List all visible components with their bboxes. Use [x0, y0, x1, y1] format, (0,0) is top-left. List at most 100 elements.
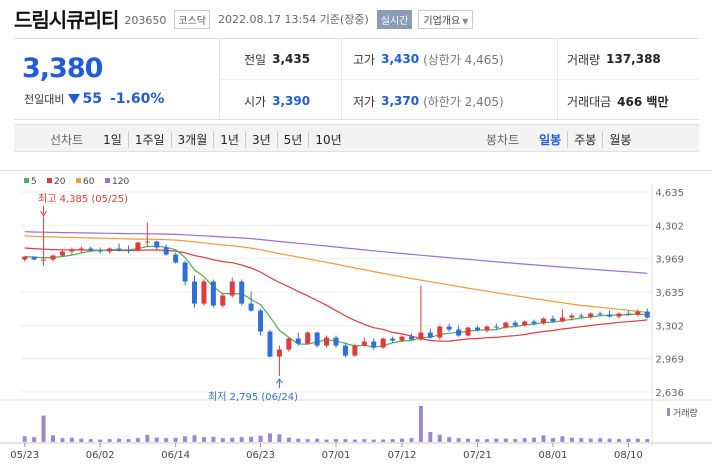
volume-bar: [315, 438, 320, 442]
realtime-button[interactable]: 실시간: [376, 9, 413, 29]
volume-bar: [503, 438, 508, 442]
candle-body: [503, 322, 509, 328]
x-tick-label: 07/12: [388, 450, 417, 461]
candle-body: [484, 326, 490, 331]
company-info-label: 기업개요: [423, 15, 461, 27]
volume-bar: [88, 439, 93, 442]
volume-bar: [532, 437, 537, 442]
candle-body: [135, 242, 141, 251]
price-chart[interactable]: 4,635 4,302 3,969 3,635 3,302 2,969 2,636 5 20 60…: [0, 170, 712, 470]
candle-body: [116, 248, 122, 250]
divider: [557, 39, 558, 119]
candle-body: [578, 315, 584, 317]
candle-body: [69, 249, 75, 252]
volume-bar: [249, 436, 254, 442]
candle-body: [512, 322, 518, 326]
ma120-line: [24, 231, 648, 274]
candle-body: [625, 313, 631, 315]
y-tick-label: 3,302: [655, 321, 684, 332]
volume-bar: [220, 438, 225, 442]
candle-body: [59, 251, 65, 256]
candle-body: [324, 337, 330, 346]
candle-body: [427, 332, 433, 338]
volume-bar: [635, 438, 640, 442]
candle-body: [541, 318, 547, 324]
x-tick-label: 05/23: [10, 450, 39, 461]
legend-swatch-ma5: [24, 178, 29, 183]
y-tick-label: 2,969: [655, 355, 684, 366]
period-10y[interactable]: 10년: [308, 131, 347, 148]
volume-bar: [466, 438, 471, 442]
candle-body: [342, 345, 348, 356]
line-chart-periods: 선차트 1일 1주일 3개월 1년 3년 5년 10년: [50, 131, 348, 148]
candle-daily[interactable]: 일봉: [539, 133, 562, 147]
candle-body: [465, 327, 471, 336]
candle-body: [144, 241, 150, 243]
volume-bar: [164, 438, 169, 442]
legend-swatch-ma20: [47, 178, 52, 183]
high-annotation: 최고 4,385 (05/25): [38, 193, 128, 205]
candle-chart-title: 봉차트: [486, 133, 520, 147]
candle-body: [474, 327, 480, 331]
volume-bar: [409, 438, 414, 442]
volume-bar: [607, 438, 612, 442]
candle-body: [588, 313, 594, 317]
ma60-line: [24, 235, 648, 314]
candle-body: [267, 331, 273, 357]
low-arrow-head: [276, 378, 283, 384]
legend-label-ma60: 60: [83, 177, 95, 187]
period-3m[interactable]: 3개월: [170, 131, 214, 148]
volume-bar: [79, 438, 84, 442]
volume-label: 거래량: [567, 52, 601, 67]
volume-bar: [107, 439, 112, 442]
company-info-dropdown[interactable]: 기업개요 ▼: [418, 9, 474, 29]
volume-bar: [475, 439, 480, 442]
period-5y[interactable]: 5년: [276, 131, 309, 148]
stock-code: 203650: [124, 13, 167, 27]
volume-bar: [362, 439, 367, 442]
candle-body: [371, 341, 377, 348]
chevron-down-icon: ▼: [462, 16, 469, 26]
divider: [341, 39, 342, 119]
x-tick-label: 06/02: [86, 450, 115, 461]
candle-body: [31, 256, 37, 260]
quote-datetime: 2022.08.17 13:54 기준(장중): [218, 13, 369, 26]
period-3y[interactable]: 3년: [244, 131, 277, 148]
prev-close: 전일 3,435: [244, 41, 310, 77]
volume-bar: [437, 434, 442, 442]
legend-swatch-ma120: [105, 178, 110, 183]
volume-bar: [371, 439, 376, 442]
x-tick-label: 06/23: [246, 450, 275, 461]
candle-body: [173, 254, 179, 263]
candle-body: [446, 326, 452, 330]
high-price: 고가 3,430 (상한가 4,465): [353, 41, 504, 77]
candle-body: [182, 262, 188, 282]
volume-bar: [381, 439, 386, 442]
y-tick-label: 2,636: [655, 388, 684, 399]
candle-body: [399, 336, 405, 341]
candle-monthly[interactable]: 월봉: [602, 131, 637, 148]
change-percent: -1.60%: [109, 91, 165, 107]
period-1w[interactable]: 1주일: [127, 131, 171, 148]
legend-label-ma5: 5: [31, 177, 37, 187]
candle-body: [163, 247, 169, 255]
volume-bar: [560, 436, 565, 442]
candle-body: [125, 249, 131, 251]
low-label: 저가: [353, 94, 376, 109]
candle-body: [493, 326, 499, 328]
volume-bar: [201, 437, 206, 442]
candle-body: [333, 337, 339, 346]
period-1d[interactable]: 1일: [103, 133, 122, 147]
candle-body: [616, 313, 622, 317]
candle-body: [550, 318, 556, 322]
candle-body: [607, 314, 613, 317]
stock-header: 드림시큐리티 203650 코스닥 2022.08.17 13:54 기준(장중…: [0, 0, 712, 36]
volume-value: 137,388: [606, 52, 661, 66]
high-value: 3,430: [381, 52, 420, 66]
volume-bar: [69, 437, 74, 442]
y-tick-label: 3,635: [655, 288, 684, 299]
candle-body: [380, 338, 386, 348]
upper-limit: (상한가 4,465): [423, 52, 504, 67]
candle-weekly[interactable]: 주봉: [567, 131, 602, 148]
period-1y[interactable]: 1년: [213, 131, 245, 148]
